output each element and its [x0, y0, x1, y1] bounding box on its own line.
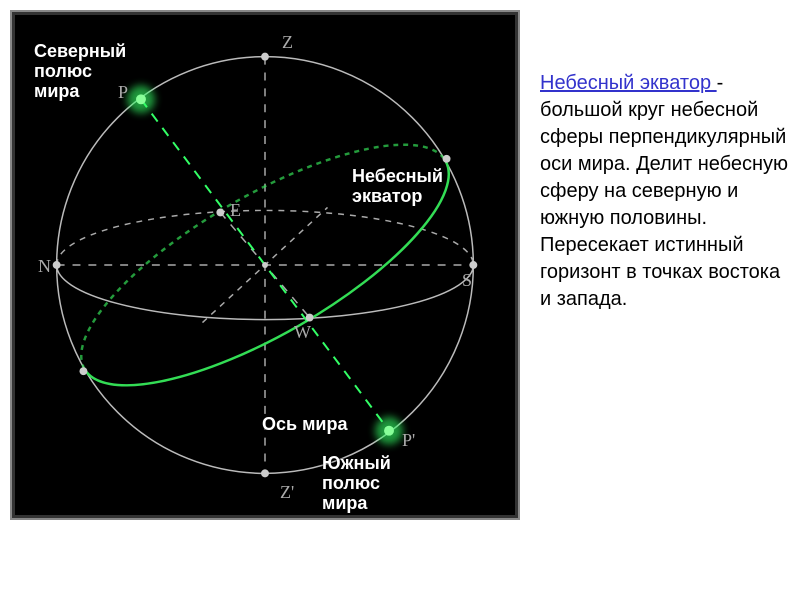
w-point	[306, 314, 314, 322]
equator-back	[50, 101, 446, 369]
description-body: - большой круг небесной сферы перпендику…	[540, 72, 788, 310]
description-panel: Небесный экватор - большой круг небесной…	[540, 70, 790, 313]
z-point	[261, 53, 269, 61]
p-point	[136, 94, 146, 104]
north-pole-label: Северныйполюсмира	[34, 42, 126, 101]
axis-text: Ось мира	[262, 414, 347, 434]
e-point	[216, 208, 224, 216]
pp-point	[384, 426, 394, 436]
pp-label: P'	[402, 430, 415, 451]
n-label: N	[38, 256, 51, 277]
south-pole-label: Южныйполюсмира	[322, 454, 391, 513]
center-point	[262, 262, 268, 268]
north-pole-text: Северныйполюсмира	[34, 41, 126, 101]
eq-pt1	[79, 367, 87, 375]
celestial-equator-link[interactable]: Небесный экватор	[540, 72, 717, 94]
south-pole-text: Южныйполюсмира	[322, 453, 391, 513]
z-label: Z	[282, 32, 293, 53]
equator-label: Небесныйэкватор	[352, 167, 443, 207]
s-point	[469, 261, 477, 269]
n-point	[53, 261, 61, 269]
p-label: P	[118, 82, 128, 103]
zp-point	[261, 469, 269, 477]
w-label: W	[294, 322, 311, 343]
eq-pt2	[443, 155, 451, 163]
s-label: S	[462, 270, 472, 291]
zp-label: Z'	[280, 482, 294, 503]
axis-label: Ось мира	[262, 414, 347, 435]
celestial-sphere-diagram: Северныйполюсмира Южныйполюсмира Небесны…	[10, 10, 520, 520]
e-label: E	[230, 200, 241, 221]
equator-text: Небесныйэкватор	[352, 166, 443, 206]
